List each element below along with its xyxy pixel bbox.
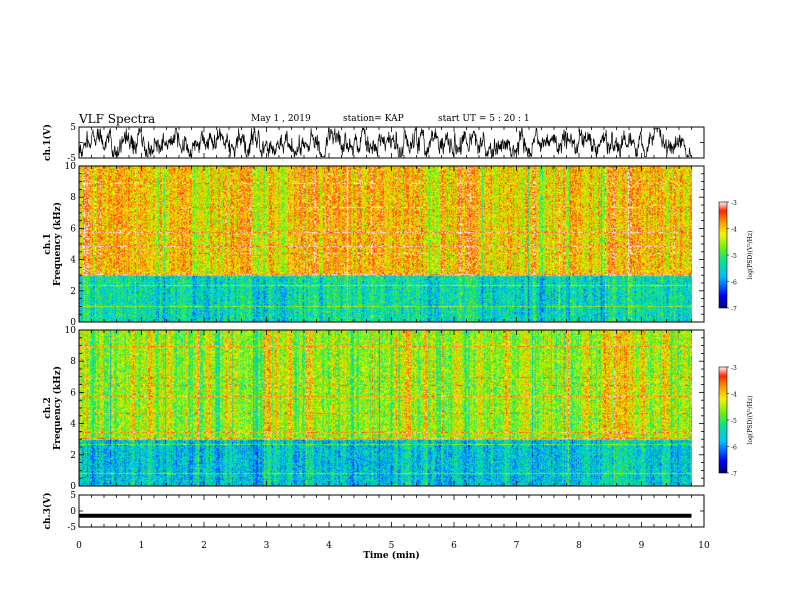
ch1-colorbar-label: log(PSD)(V²/Hz) (747, 231, 754, 280)
ch2-colorbar (719, 367, 727, 473)
ch2-colorbar-tick-label: -7 (731, 471, 737, 478)
ch1-colorbar-tick-label: -7 (731, 306, 737, 313)
ch1-waveform-y-tick-label: -5 (67, 154, 76, 164)
ch1-spectrogram-image (79, 166, 692, 322)
x-tick-label: 9 (639, 541, 645, 551)
x-tick-label: 0 (76, 541, 82, 551)
ch1-y-tick-label: 2 (70, 287, 76, 297)
ch1-colorbar-tick-label: -6 (731, 280, 737, 287)
ch2-colorbar-label: log(PSD)(V²/Hz) (747, 396, 754, 445)
ch1-colorbar-tick-label: -4 (731, 227, 737, 234)
x-tick-label: 3 (264, 541, 270, 551)
ch1-y-tick-label: 10 (65, 162, 77, 172)
x-axis-title: Time (min) (363, 550, 420, 561)
ch1-channel-label: ch.1 (43, 233, 53, 254)
ch3-waveform-y-tick-label: 0 (70, 507, 76, 517)
ch2-channel-label: ch.2 (43, 397, 53, 418)
x-tick-label: 10 (698, 541, 710, 551)
ch2-y-tick-label: 0 (70, 482, 76, 492)
ch2-colorbar-tick-label: -3 (731, 365, 737, 372)
x-tick-label: 4 (326, 541, 332, 551)
x-tick-label: 1 (139, 541, 145, 551)
ch1-colorbar-tick-label: -5 (731, 253, 737, 260)
ch1-waveform-line (78, 127, 692, 158)
start-time-label: start UT = 5 : 20 : 1 (438, 114, 530, 124)
ch3-waveform-y-tick-label: 5 (70, 491, 76, 501)
date-label: May 1 , 2019 (251, 114, 311, 124)
ch1-y-tick-label: 6 (70, 224, 76, 234)
x-tick-label: 2 (201, 541, 207, 551)
ch1-y-tick-label: 4 (70, 256, 76, 266)
ch2-y-tick-label: 6 (70, 388, 76, 398)
x-tick-label: 8 (576, 541, 582, 551)
ch3-waveform-y-tick-label: -5 (67, 523, 76, 533)
ch1-y-axis-title: Frequency (kHz) (52, 202, 63, 286)
ch2-spectrogram-image (79, 330, 692, 486)
ch1-waveform-y-axis-title: ch.1(V) (42, 124, 53, 161)
ch2-colorbar-tick-label: -5 (731, 418, 737, 425)
ch2-y-tick-label: 10 (65, 326, 77, 336)
ch2-colorbar-tick-label: -6 (731, 445, 737, 452)
x-tick-label: 7 (514, 541, 520, 551)
x-tick-label: 6 (451, 541, 457, 551)
station-label: station= KAP (343, 114, 404, 124)
chart-title: VLF Spectra (79, 112, 156, 126)
ch2-y-axis-title: Frequency (kHz) (52, 366, 63, 450)
ch2-y-tick-label: 8 (70, 357, 76, 367)
ch2-y-tick-label: 4 (70, 420, 76, 430)
ch2-colorbar-tick-label: -4 (731, 392, 737, 399)
ch1-colorbar (719, 202, 727, 308)
ch1-y-tick-label: 0 (70, 318, 76, 328)
ch3-waveform-y-axis-title: ch.3(V) (42, 493, 53, 530)
ch1-y-tick-label: 8 (70, 193, 76, 203)
ch1-colorbar-tick-label: -3 (731, 200, 737, 207)
ch1-waveform-y-tick-label: 5 (70, 123, 76, 133)
ch2-y-tick-label: 2 (70, 451, 76, 461)
x-tick-label: 5 (389, 541, 395, 551)
